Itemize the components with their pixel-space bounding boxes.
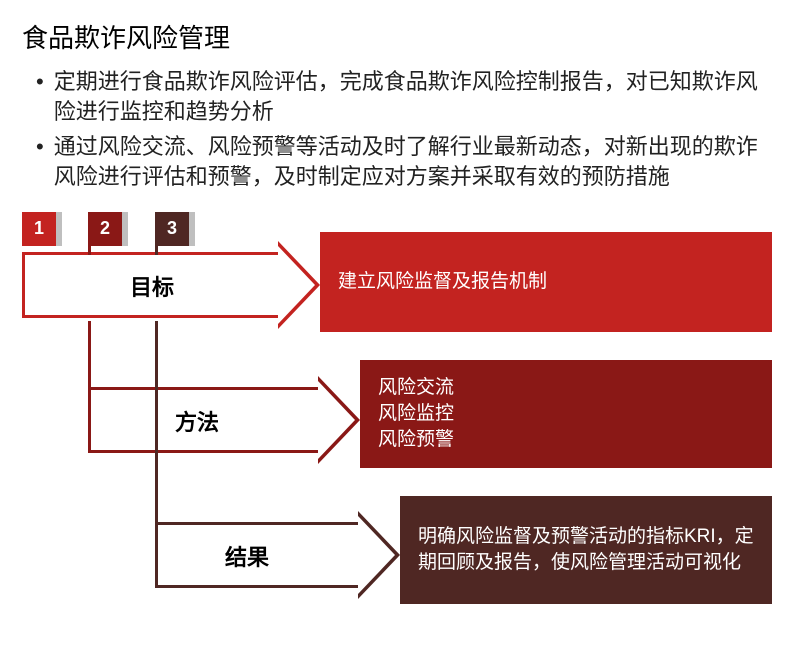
content-box: 明确风险监督及预警活动的指标KRI，定期回顾及报告，使风险管理活动可视化 xyxy=(400,496,772,604)
page-title: 食品欺诈风险管理 xyxy=(0,0,800,63)
content-line: 风险监控 xyxy=(378,401,754,427)
arrow-label: 结果 xyxy=(225,540,269,572)
step-badge: 2 xyxy=(88,212,122,246)
bullet-item: • 通过风险交流、风险预警等活动及时了解行业最新动态，对新出现的欺诈风险进行评估… xyxy=(30,132,770,191)
connector-stub xyxy=(155,246,158,255)
content-box: 建立风险监督及报告机制 xyxy=(320,232,772,332)
arrow-label: 目标 xyxy=(130,270,174,302)
connector-stub xyxy=(88,246,91,255)
connector-stem xyxy=(88,321,91,390)
content-line: 风险预警 xyxy=(378,427,754,453)
bullet-text: 定期进行食品欺诈风险评估，完成食品欺诈风险控制报告，对已知欺诈风险进行监控和趋势… xyxy=(54,67,770,126)
step-badge: 1 xyxy=(22,212,56,246)
flow-diagram: 123 目标 建立风险监督及报告机制方法 风险交流风险监控风险预警结果 明确风险监督及预… xyxy=(0,212,800,632)
content-line: 风险交流 xyxy=(378,375,754,401)
bullet-item: • 定期进行食品欺诈风险评估，完成食品欺诈风险控制报告，对已知欺诈风险进行监控和… xyxy=(30,67,770,126)
bullet-list: • 定期进行食品欺诈风险评估，完成食品欺诈风险控制报告，对已知欺诈风险进行监控和… xyxy=(0,63,800,212)
content-box: 风险交流风险监控风险预警 xyxy=(360,360,772,468)
step-badge: 3 xyxy=(155,212,189,246)
content-line: 明确风险监督及预警活动的指标KRI，定期回顾及报告，使风险管理活动可视化 xyxy=(418,524,754,575)
bullet-dot: • xyxy=(36,67,44,97)
arrow-head-inner xyxy=(278,246,315,324)
arrow-label: 方法 xyxy=(175,405,219,437)
content-line: 建立风险监督及报告机制 xyxy=(338,269,754,295)
arrow-head-inner xyxy=(358,516,395,594)
connector-stem xyxy=(155,321,158,525)
arrow-head-inner xyxy=(318,381,355,459)
bullet-text: 通过风险交流、风险预警等活动及时了解行业最新动态，对新出现的欺诈风险进行评估和预… xyxy=(54,132,770,191)
bullet-dot: • xyxy=(36,132,44,162)
